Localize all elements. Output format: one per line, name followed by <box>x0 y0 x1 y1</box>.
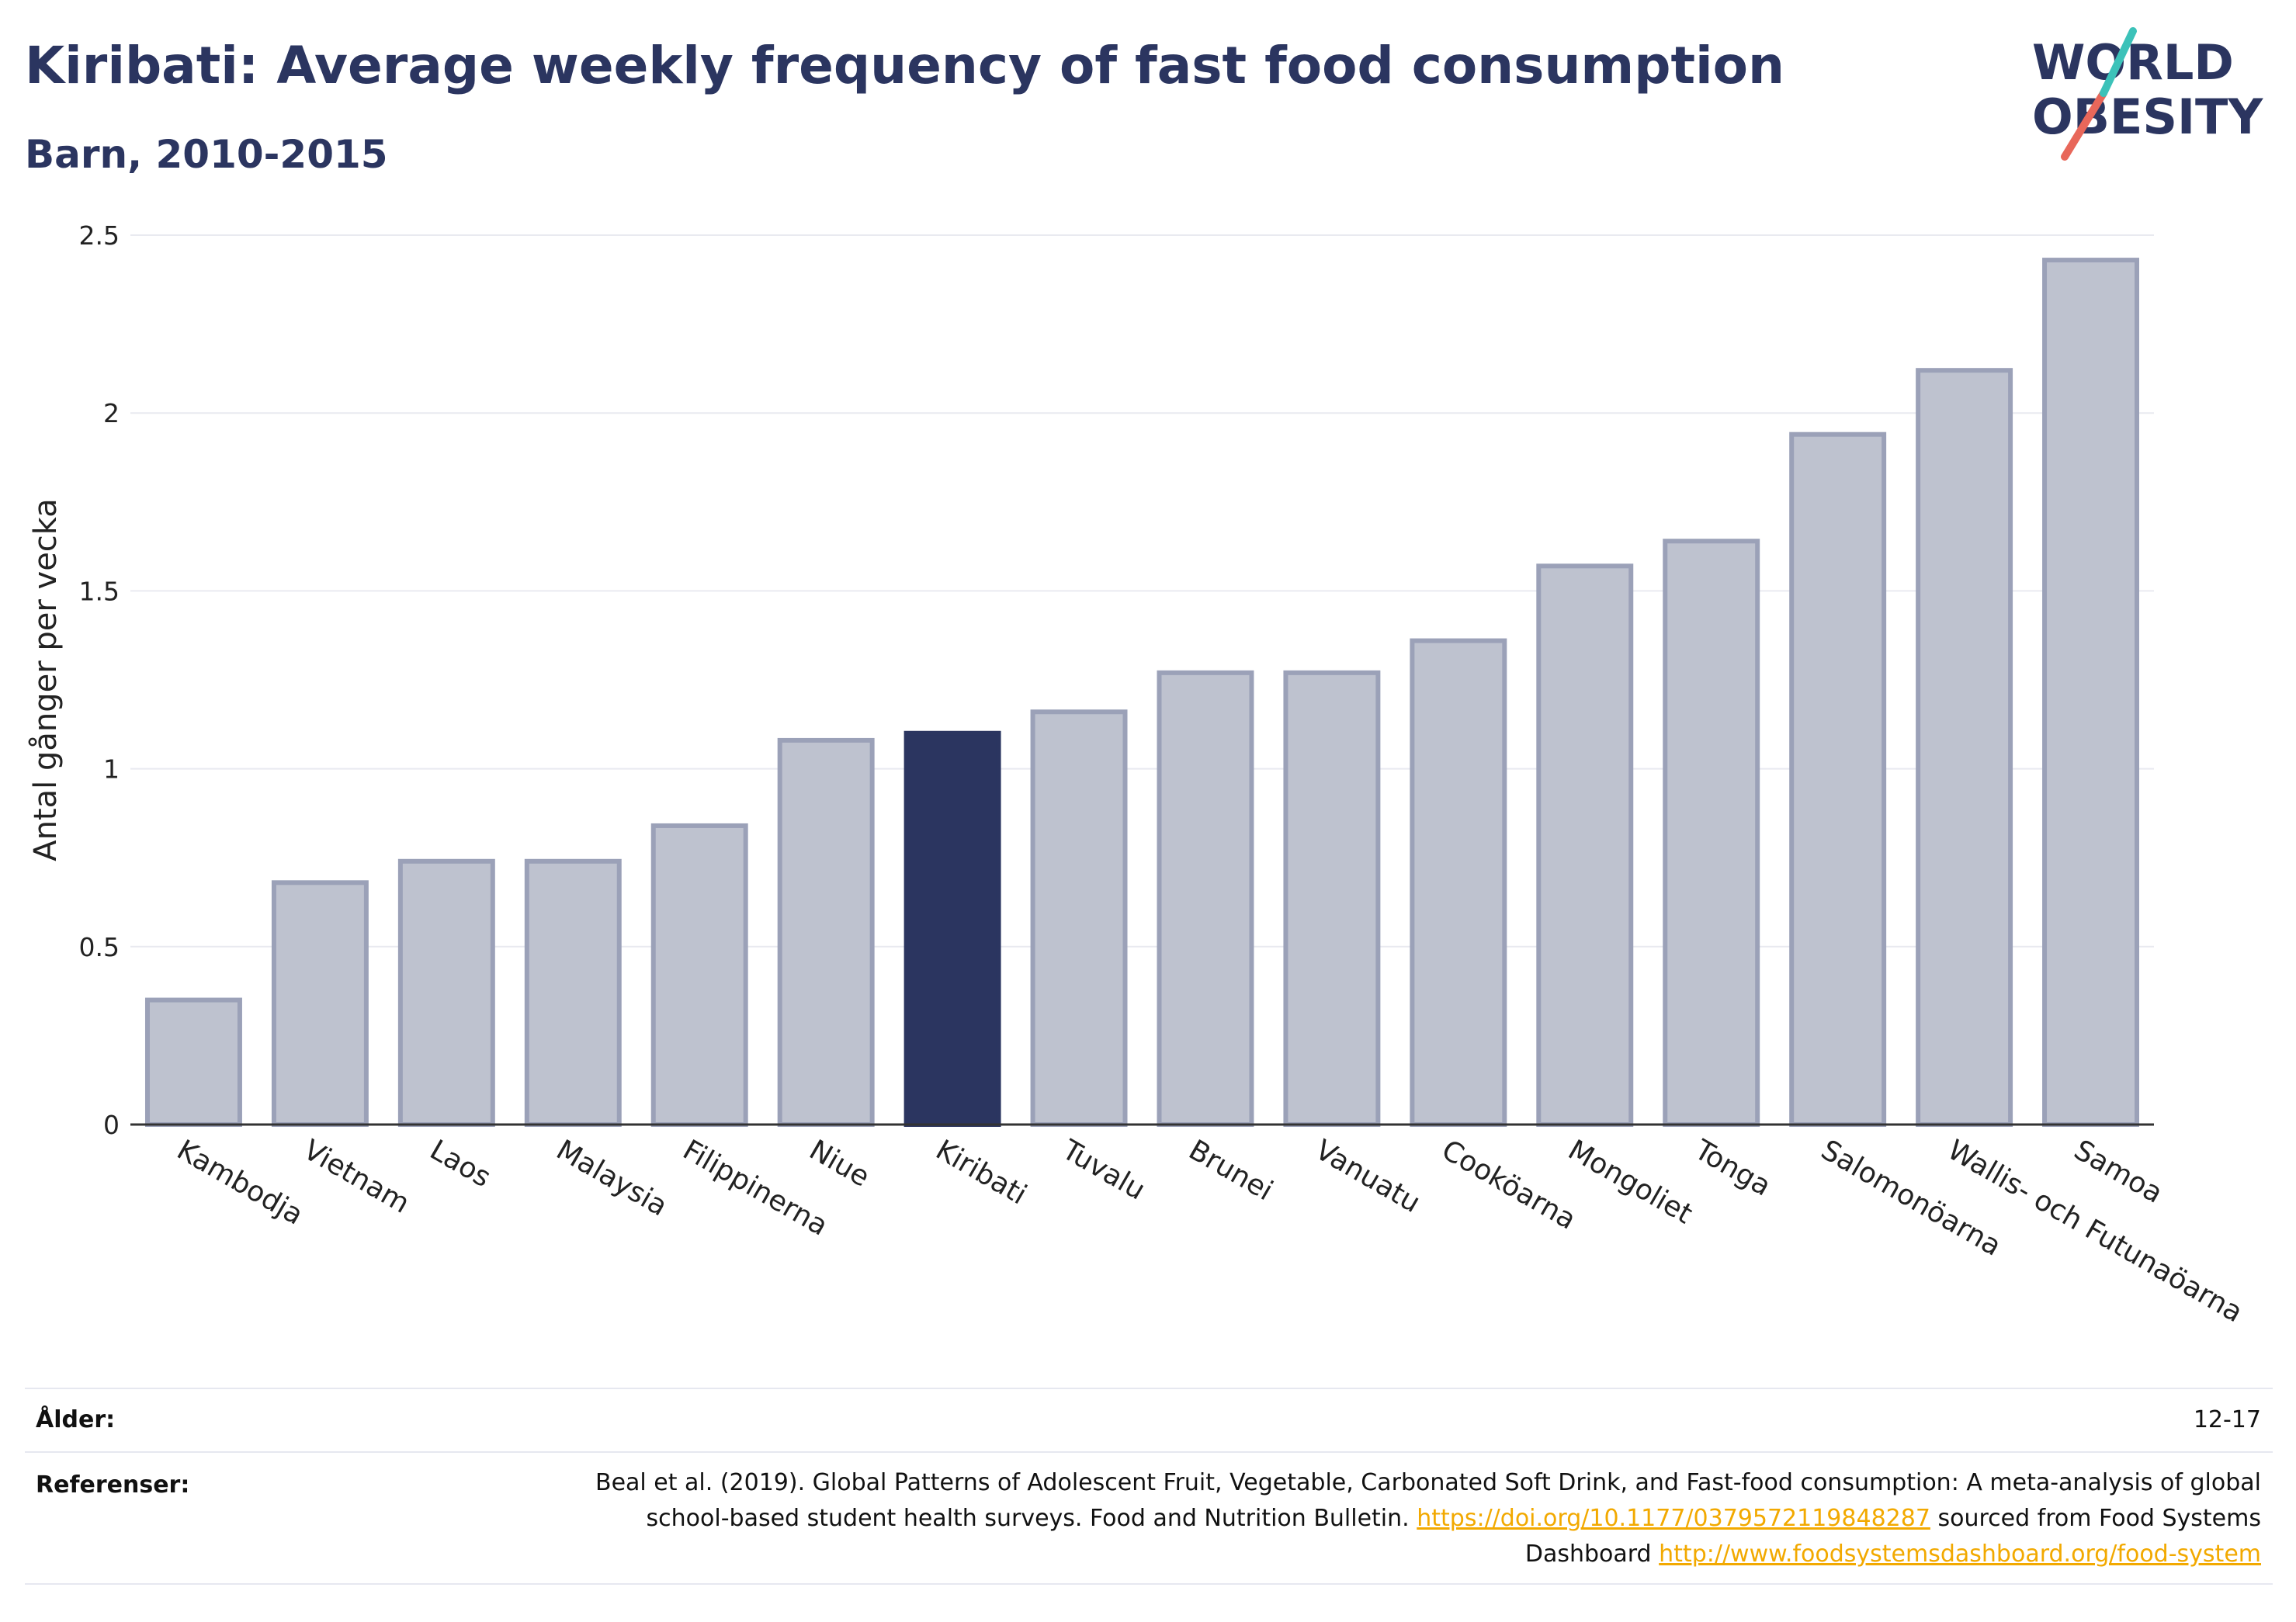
divider-bottom <box>25 1583 2273 1585</box>
age-label: Ålder: <box>36 1406 116 1433</box>
reference-doi-link[interactable]: https://doi.org/10.1177/0379572119848287 <box>1417 1505 1930 1532</box>
bar-salomon-arna <box>1789 431 1887 1127</box>
x-tick-label: Tonga <box>1688 1134 1776 1203</box>
x-tick-label: Kiribati <box>931 1134 1032 1211</box>
x-tick-label: Tuvalu <box>1056 1134 1150 1207</box>
logo-line2: OBESITY <box>2032 88 2263 145</box>
y-tick-label: 0 <box>103 1110 120 1140</box>
bar-mongoliet <box>1536 563 1634 1127</box>
x-tick-label: Samoa <box>2069 1134 2168 1210</box>
bar-tuvalu <box>1030 709 1128 1127</box>
reference-dashboard-link[interactable]: http://www.foodsystemsdashboard.org/food… <box>1659 1541 2261 1568</box>
bar-laos <box>397 858 495 1128</box>
bar-vietnam <box>271 880 369 1127</box>
age-value: 12-17 <box>2193 1406 2261 1433</box>
y-tick-label: 2.5 <box>79 220 120 251</box>
bar-niue <box>777 737 875 1127</box>
y-axis-label: Antal gånger per vecka <box>28 498 64 861</box>
y-tick-label: 2 <box>103 398 120 428</box>
divider-middle <box>25 1451 2273 1453</box>
x-tick-label: Laos <box>425 1134 496 1194</box>
logo-slash-coral <box>2061 89 2107 161</box>
reference-source: sourced from Food Systems Dashboard <box>1524 1505 2261 1568</box>
y-tick-label: 1.5 <box>79 576 120 606</box>
chart-subtitle: Barn, 2010-2015 <box>25 132 388 177</box>
y-tick-label: 0.5 <box>79 932 120 962</box>
y-tick-labels: 0 0.5 1 1.5 2 2.5 <box>79 220 120 1140</box>
bar-samoa <box>2042 258 2140 1127</box>
bar-wallis-och-futuna-arna <box>1916 368 2013 1127</box>
logo-slash-teal <box>2100 27 2137 97</box>
bar-tonga <box>1663 539 1760 1127</box>
x-tick-label: Mongoliet <box>1562 1134 1698 1230</box>
x-tick-label: Niue <box>804 1134 875 1193</box>
x-tick-label: Kambodja <box>172 1134 308 1231</box>
bars <box>144 258 2140 1128</box>
bar-vanuatu <box>1283 670 1381 1127</box>
y-tick-label: 1 <box>103 754 120 785</box>
bar-kambodja <box>144 997 242 1128</box>
bar-malaysia <box>524 858 622 1128</box>
x-tick-label: Cookö­arna <box>1436 1134 1581 1236</box>
x-tick-label: Malaysia <box>551 1134 673 1222</box>
reference-citation: Beal et al. (2019). Global Patterns of A… <box>595 1469 2261 1532</box>
bar-cook-arna <box>1410 638 1507 1127</box>
chart-title: Kiribati: Average weekly frequency of fa… <box>25 36 1784 95</box>
x-tick-label: Vanuatu <box>1309 1134 1425 1219</box>
bar-filippinerna <box>650 823 748 1127</box>
logo-line1: WORLD <box>2032 34 2234 91</box>
world-obesity-logo: WORLD OBESITY <box>2032 27 2263 161</box>
divider-top <box>25 1388 2273 1389</box>
x-tick-label: Brunei <box>1183 1134 1278 1207</box>
bar-kiribati <box>903 730 1001 1127</box>
bar-brunei <box>1157 670 1254 1127</box>
x-tick-label: Vietnam <box>298 1134 414 1220</box>
references-text: Beal et al. (2019). Global Patterns of A… <box>584 1465 2261 1572</box>
references-label: Referenser: <box>36 1471 190 1499</box>
